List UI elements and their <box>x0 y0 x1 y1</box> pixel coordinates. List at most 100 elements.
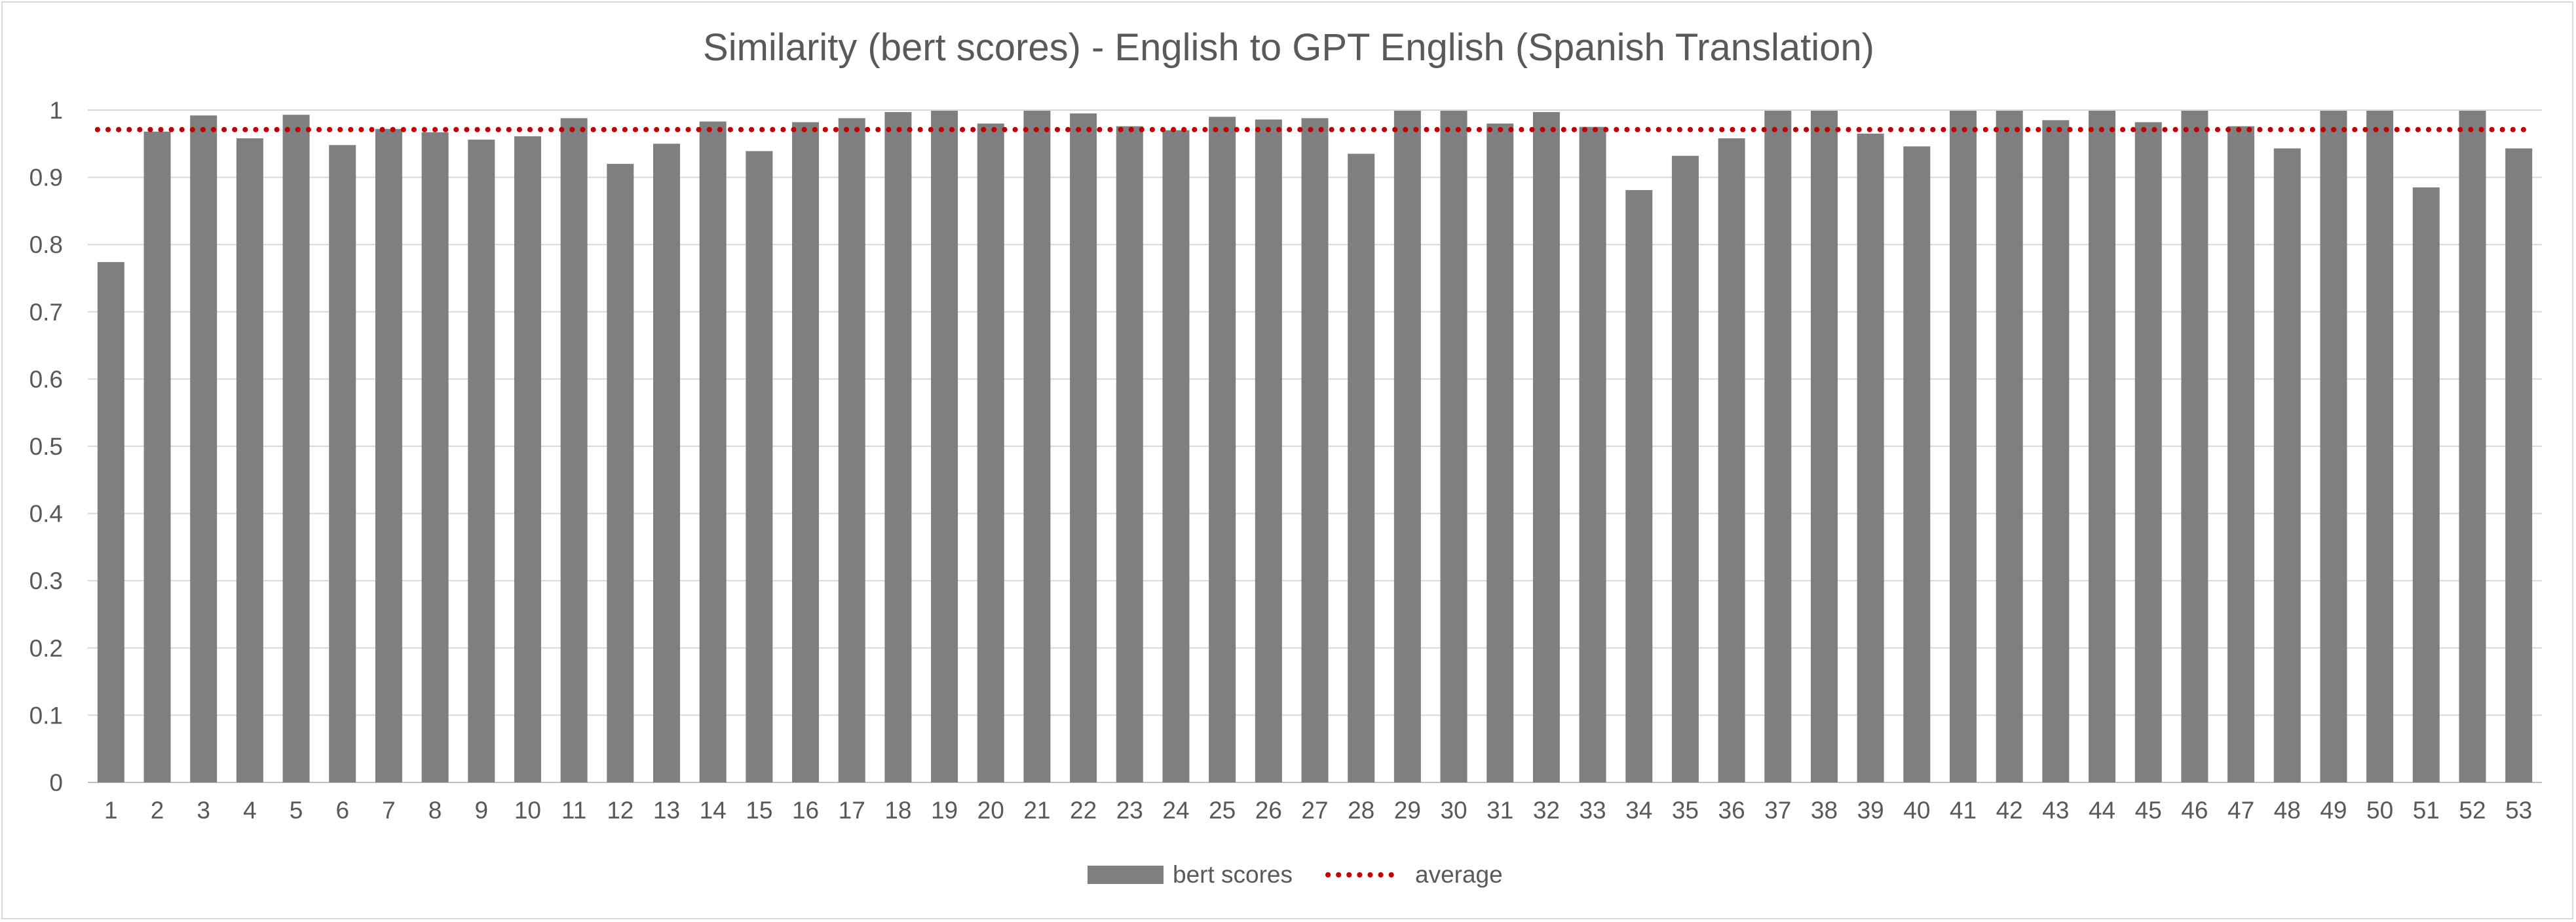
bar-12 <box>607 164 634 782</box>
bar-23 <box>1116 126 1143 782</box>
bar-13 <box>653 144 680 783</box>
bar-41 <box>1950 111 1977 782</box>
y-tick-label: 0.9 <box>29 164 63 191</box>
bar-11 <box>560 118 588 782</box>
x-tick-label: 7 <box>382 797 396 824</box>
x-axis-ticks: 1 2 3 4 5 6 7 8 9 10 11 12 13 14 15 16 17 18 19 20 21 22 23 24 2… <box>104 797 2532 824</box>
x-tick-label: 28 <box>1348 797 1374 824</box>
bar-10 <box>514 136 541 782</box>
y-tick-label: 0.4 <box>29 501 63 528</box>
bar-24 <box>1162 130 1190 782</box>
bar-18 <box>884 112 912 782</box>
x-tick-label: 12 <box>607 797 634 824</box>
bar-31 <box>1487 123 1514 782</box>
y-tick-label: 0.3 <box>29 567 63 594</box>
y-tick-label: 0 <box>49 769 63 796</box>
bar-30 <box>1440 111 1468 782</box>
bar-37 <box>1764 111 1792 782</box>
bar-3 <box>190 115 218 782</box>
x-tick-label: 19 <box>931 797 958 824</box>
y-axis-ticks: 0 0.1 0.2 0.3 0.4 0.5 0.6 0.7 0.8 0.9 1 <box>29 97 63 796</box>
bar-5 <box>282 115 310 782</box>
x-tick-label: 5 <box>290 797 303 824</box>
bar-42 <box>1996 111 2023 782</box>
legend-label-average: average <box>1415 861 1503 888</box>
x-tick-label: 6 <box>335 797 349 824</box>
bar-45 <box>2134 122 2162 782</box>
x-tick-label: 31 <box>1487 797 1513 824</box>
bar-27 <box>1301 118 1329 782</box>
bar-38 <box>1810 111 1838 782</box>
y-tick-label: 0.1 <box>29 702 63 729</box>
x-tick-label: 23 <box>1116 797 1143 824</box>
x-tick-label: 44 <box>2089 797 2115 824</box>
y-tick-label: 0.6 <box>29 366 63 393</box>
x-tick-label: 51 <box>2413 797 2440 824</box>
x-tick-label: 48 <box>2274 797 2301 824</box>
x-tick-label: 38 <box>1811 797 1838 824</box>
bar-17 <box>838 118 865 782</box>
y-tick-label: 0.2 <box>29 635 63 662</box>
bar-26 <box>1255 119 1282 782</box>
bar-33 <box>1579 126 1606 782</box>
bar-46 <box>2181 111 2208 782</box>
x-tick-label: 3 <box>197 797 210 824</box>
x-tick-label: 49 <box>2320 797 2347 824</box>
x-tick-label: 27 <box>1301 797 1328 824</box>
x-tick-label: 13 <box>653 797 680 824</box>
x-tick-label: 2 <box>151 797 164 824</box>
x-tick-label: 35 <box>1672 797 1699 824</box>
bar-47 <box>2227 126 2255 782</box>
bar-20 <box>977 123 1004 782</box>
x-tick-label: 11 <box>561 797 586 824</box>
bar-53 <box>2505 148 2533 782</box>
x-tick-label: 26 <box>1255 797 1282 824</box>
x-tick-label: 45 <box>2135 797 2162 824</box>
x-tick-label: 37 <box>1764 797 1791 824</box>
x-tick-label: 16 <box>792 797 819 824</box>
y-tick-label: 0.7 <box>29 299 63 326</box>
x-tick-label: 33 <box>1579 797 1606 824</box>
bar-16 <box>792 122 820 782</box>
bar-39 <box>1857 133 1884 782</box>
x-tick-label: 40 <box>1903 797 1930 824</box>
y-tick-label: 0.5 <box>29 433 63 460</box>
bar-21 <box>1023 111 1051 782</box>
x-tick-label: 25 <box>1209 797 1236 824</box>
x-tick-label: 32 <box>1533 797 1560 824</box>
bars <box>97 111 2533 783</box>
x-tick-label: 29 <box>1394 797 1421 824</box>
x-tick-label: 50 <box>2366 797 2393 824</box>
bar-34 <box>1625 190 1653 782</box>
x-tick-label: 47 <box>2227 797 2254 824</box>
bar-6 <box>329 145 356 783</box>
x-tick-label: 41 <box>1950 797 1977 824</box>
x-tick-label: 52 <box>2459 797 2486 824</box>
x-tick-label: 14 <box>700 797 727 824</box>
x-tick-label: 30 <box>1440 797 1467 824</box>
bar-51 <box>2412 187 2440 782</box>
x-tick-label: 10 <box>514 797 541 824</box>
bar-9 <box>468 140 495 783</box>
bar-36 <box>1718 138 1745 783</box>
bar-32 <box>1532 112 1560 782</box>
x-tick-label: 1 <box>104 797 118 824</box>
x-tick-label: 46 <box>2181 797 2208 824</box>
y-tick-label: 1 <box>49 97 63 124</box>
chart-title: Similarity (bert scores) - English to GP… <box>703 26 1874 69</box>
x-tick-label: 20 <box>977 797 1004 824</box>
x-tick-label: 53 <box>2505 797 2532 824</box>
bar-40 <box>1903 146 1931 783</box>
bar-50 <box>2366 111 2394 782</box>
bar-14 <box>699 121 727 782</box>
bar-49 <box>2320 111 2347 782</box>
x-tick-label: 18 <box>884 797 911 824</box>
bar-chart: Similarity (bert scores) - English to GP… <box>29 26 2542 888</box>
x-tick-label: 22 <box>1070 797 1097 824</box>
bar-48 <box>2273 148 2301 782</box>
x-tick-label: 15 <box>746 797 772 824</box>
bar-1 <box>97 261 124 783</box>
bar-35 <box>1671 155 1699 782</box>
x-tick-label: 24 <box>1162 797 1189 824</box>
x-tick-label: 8 <box>428 797 442 824</box>
